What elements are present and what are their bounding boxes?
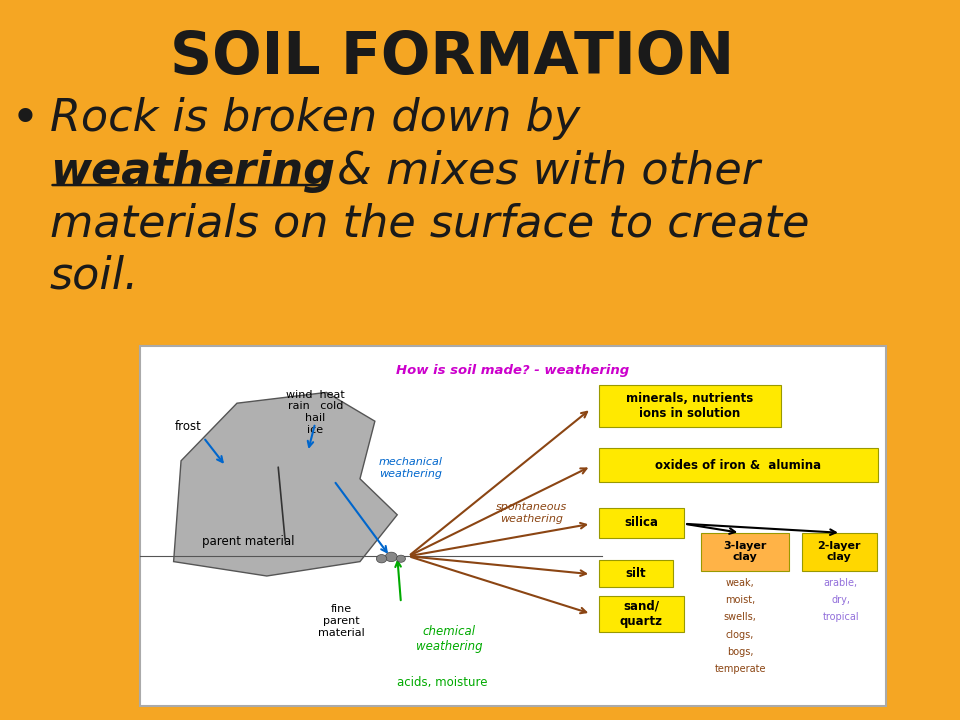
Text: parent material: parent material [202, 535, 295, 549]
Text: acids, moisture: acids, moisture [396, 675, 488, 689]
Text: 3-layer
clay: 3-layer clay [724, 541, 767, 562]
Text: temperate: temperate [714, 664, 766, 674]
Bar [598, 560, 673, 587]
Text: chemical
weathering: chemical weathering [416, 625, 483, 653]
Text: oxides of iron &  alumina: oxides of iron & alumina [656, 459, 822, 472]
Text: SOIL FORMATION: SOIL FORMATION [170, 29, 733, 86]
Text: 2-layer
clay: 2-layer clay [818, 541, 861, 562]
Bar [802, 533, 876, 570]
Text: clogs,: clogs, [726, 629, 755, 639]
Text: How is soil made? - weathering: How is soil made? - weathering [396, 364, 630, 377]
Text: sand/
quartz: sand/ quartz [620, 600, 662, 628]
Text: weak,: weak, [726, 577, 755, 588]
Text: minerals, nutrients
ions in solution: minerals, nutrients ions in solution [626, 392, 754, 420]
Text: weathering: weathering [50, 150, 335, 193]
Text: frost: frost [175, 420, 202, 433]
Bar [598, 596, 684, 632]
Text: arable,: arable, [824, 577, 858, 588]
Text: wind  heat
rain   cold
hail
ice: wind heat rain cold hail ice [286, 390, 345, 435]
Text: fine
parent
material: fine parent material [318, 604, 365, 638]
Bar [598, 448, 878, 482]
Text: •: • [11, 95, 39, 143]
Polygon shape [174, 392, 397, 576]
Text: swells,: swells, [724, 612, 756, 622]
Bar [598, 508, 684, 539]
Bar [140, 346, 885, 706]
Bar [702, 533, 789, 570]
Text: soil.: soil. [50, 255, 139, 298]
Text: mechanical
weathering: mechanical weathering [378, 457, 443, 479]
Text: & mixes with other: & mixes with other [324, 150, 760, 193]
Text: dry,: dry, [831, 595, 851, 605]
Text: silica: silica [624, 516, 659, 529]
Text: silt: silt [626, 567, 646, 580]
Circle shape [385, 552, 397, 562]
Text: tropical: tropical [823, 612, 859, 622]
Circle shape [376, 554, 387, 563]
Text: materials on the surface to create: materials on the surface to create [50, 202, 809, 246]
Bar [598, 385, 781, 426]
Text: spontaneous
weathering: spontaneous weathering [495, 503, 567, 524]
Text: moist,: moist, [725, 595, 756, 605]
Circle shape [396, 555, 405, 562]
Text: bogs,: bogs, [727, 647, 754, 657]
Text: Rock is broken down by: Rock is broken down by [50, 97, 580, 140]
